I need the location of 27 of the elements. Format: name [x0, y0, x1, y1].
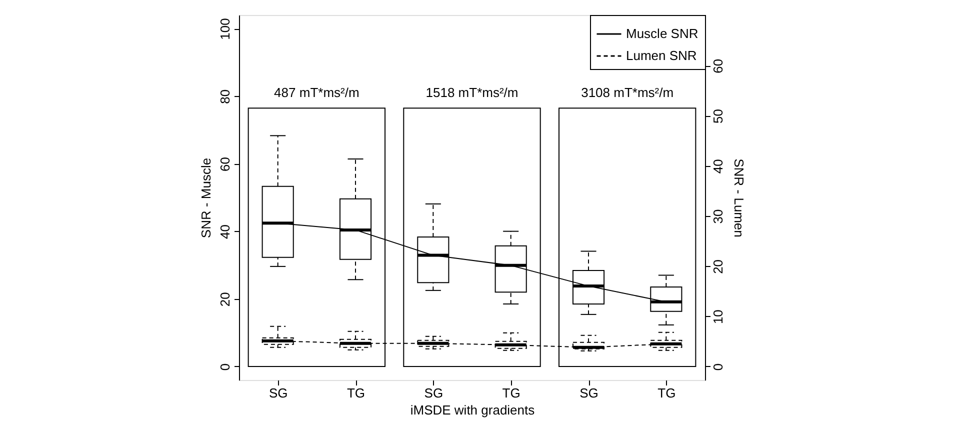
y-tick-label: 80 — [218, 89, 232, 104]
x-tick-label: SG — [268, 386, 288, 400]
y-tick-label: 100 — [218, 18, 232, 40]
y2-tick-label: 40 — [710, 159, 726, 174]
x-tick-label: TG — [346, 386, 366, 400]
y-tick-label: 40 — [218, 224, 232, 240]
y2-tick-label: 60 — [710, 58, 726, 74]
y-tick-label: 60 — [218, 156, 232, 172]
x-tick-label: SG — [424, 386, 444, 400]
annotation: 487 mT*ms²/m — [274, 85, 360, 100]
y2-tick-label: 10 — [710, 310, 726, 324]
x-tick-label: TG — [502, 386, 520, 400]
y2-tick-label: 50 — [710, 109, 726, 124]
y2-tick-label: 20 — [710, 259, 726, 274]
legend-label: Lumen SNR — [626, 48, 697, 63]
x-tick-label: SG — [580, 386, 598, 400]
y-axis-title: SNR - Muscle — [198, 158, 214, 238]
y2-axis-title: SNR - Lumen — [732, 158, 746, 238]
y2-tick-label: 30 — [710, 209, 726, 224]
annotation: 1518 mT*ms²/m — [426, 85, 518, 100]
y-tick-label: 20 — [218, 292, 232, 307]
x-tick-label: TG — [658, 386, 676, 400]
x-axis-title: iMSDE with gradients — [410, 402, 536, 418]
y-tick-label: 0 — [218, 363, 232, 371]
y2-tick-label: 0 — [710, 363, 726, 371]
legend-label: Muscle SNR — [626, 26, 698, 41]
annotation: 3108 mT*ms²/m — [581, 85, 674, 100]
